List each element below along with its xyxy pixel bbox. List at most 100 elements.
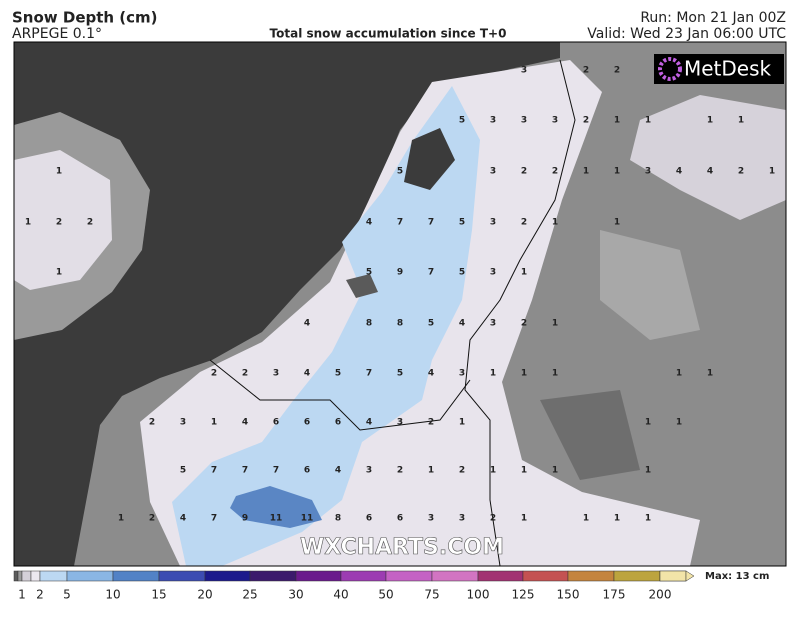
- map-label: 6: [397, 514, 403, 524]
- map-label: 1: [521, 514, 527, 524]
- legend-label: 15: [151, 588, 166, 602]
- sea: [14, 42, 560, 566]
- legend-swatch: [204, 570, 251, 582]
- deep-blue-region: [230, 486, 322, 528]
- map-label: 4: [366, 418, 372, 428]
- map-label: 3: [521, 116, 527, 126]
- map-label: 4: [676, 167, 682, 177]
- legend-swatch: [39, 570, 68, 582]
- legend-swatch: [21, 570, 32, 582]
- map-label: 4: [304, 369, 310, 379]
- map-label: 1: [614, 514, 620, 524]
- map-label: 2: [56, 218, 62, 228]
- map-label: 3: [490, 116, 496, 126]
- map-label: 5: [397, 369, 403, 379]
- map-label: 11: [301, 514, 314, 524]
- map-label: 6: [304, 418, 310, 428]
- legend-swatch: [66, 570, 114, 582]
- map-label: 1: [614, 116, 620, 126]
- map-label: 7: [242, 466, 248, 476]
- map-label: 8: [397, 319, 403, 329]
- legend-swatch: [431, 570, 479, 582]
- dark-region: [540, 390, 640, 480]
- legend-swatch: [13, 570, 19, 582]
- legend-label: 125: [512, 588, 535, 602]
- map-label: 2: [738, 167, 744, 177]
- map-label: 3: [397, 418, 403, 428]
- map-label: 1: [521, 268, 527, 278]
- map-label: 2: [428, 418, 434, 428]
- map-label: 6: [273, 418, 279, 428]
- grey-region: [600, 230, 700, 340]
- map-label: 3: [428, 514, 434, 524]
- map-label: 8: [366, 319, 372, 329]
- lake: [404, 128, 455, 190]
- model: ARPEGE 0.1°: [12, 26, 102, 42]
- map-label: 1: [428, 466, 434, 476]
- map-label: 6: [304, 466, 310, 476]
- map-label: 1: [56, 167, 62, 177]
- map-label: 1: [583, 514, 589, 524]
- map-label: 2: [583, 66, 589, 76]
- map-label: 1: [645, 116, 651, 126]
- map-label: 5: [366, 268, 372, 278]
- map-frame: [13, 41, 787, 567]
- map-label: 8: [335, 514, 341, 524]
- map-label: 1: [459, 418, 465, 428]
- map-label: 5: [459, 268, 465, 278]
- map-label: 2: [459, 466, 465, 476]
- subtitle: Total snow accumulation since T+0: [270, 27, 507, 41]
- legend-label: 200: [649, 588, 672, 602]
- legend-arrow: [685, 570, 695, 582]
- legend-swatch: [613, 570, 661, 582]
- map-label: 3: [180, 418, 186, 428]
- legend-swatch: [385, 570, 433, 582]
- map-label: 2: [211, 369, 217, 379]
- map-labels: 3 2 25 3 3 3 2 1 1 1 11 5 3 2 2 1 1 3 4 4 2 11 2 2 4 7 7 5 3 2 1 11 5 9 7 5…: [25, 66, 775, 524]
- map-label: 7: [211, 466, 217, 476]
- map-label: 1: [769, 167, 775, 177]
- map-label: 1: [645, 418, 651, 428]
- legend-label: 100: [467, 588, 490, 602]
- legend-max: Max: 13 cm: [705, 571, 769, 582]
- map-label: 5: [180, 466, 186, 476]
- map-label: 1: [521, 369, 527, 379]
- map-label: 5: [397, 167, 403, 177]
- map-label: 1: [645, 514, 651, 524]
- legend-swatch: [17, 570, 23, 582]
- map-label: 3: [490, 319, 496, 329]
- legend-swatch: [30, 570, 41, 582]
- map-label: 5: [335, 369, 341, 379]
- map-label: 6: [335, 418, 341, 428]
- estuary: [346, 274, 378, 298]
- map-label: 3: [645, 167, 651, 177]
- watermark: WXCHARTS.COM: [300, 535, 504, 560]
- border: [464, 59, 576, 567]
- map-label: 1: [707, 116, 713, 126]
- map-label: 3: [490, 167, 496, 177]
- legend-label: 1: [18, 588, 26, 602]
- map-label: 2: [521, 167, 527, 177]
- map-label: 2: [490, 514, 496, 524]
- blue-region: [172, 86, 480, 566]
- map-label: 2: [87, 218, 93, 228]
- map-label: 4: [366, 218, 372, 228]
- map-label: 2: [521, 218, 527, 228]
- map-label: 4: [242, 418, 248, 428]
- map-label: 1: [552, 369, 558, 379]
- map-label: 2: [149, 514, 155, 524]
- map-label: 1: [707, 369, 713, 379]
- legend-swatch: [659, 570, 687, 582]
- map-label: 3: [490, 268, 496, 278]
- legend-label: 20: [197, 588, 212, 602]
- legend-label: 30: [288, 588, 303, 602]
- map-label: 2: [614, 66, 620, 76]
- light-region: [630, 95, 786, 220]
- map-label: 1: [676, 369, 682, 379]
- map-label: 4: [459, 319, 465, 329]
- logo-icon: [658, 57, 682, 81]
- map-label: 7: [273, 466, 279, 476]
- legend-label: 25: [242, 588, 257, 602]
